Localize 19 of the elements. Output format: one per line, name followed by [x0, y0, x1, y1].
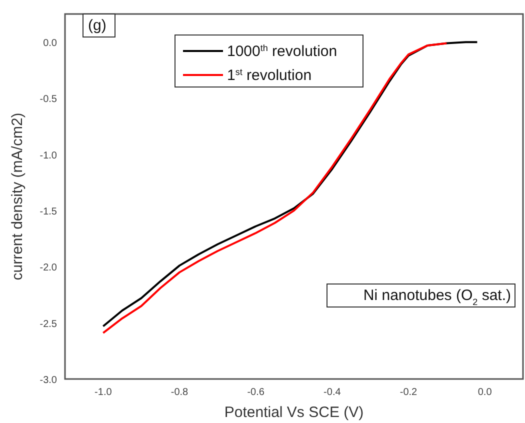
y-tick-label: -3.0: [40, 375, 58, 386]
annotation: Ni nanotubes (O$_{2}$ sat.): [363, 287, 511, 307]
y-tick-label: -2.5: [40, 318, 58, 330]
x-tick-label: -1.0: [94, 387, 112, 398]
legend-label: 1$^{st}$ revolution: [227, 67, 312, 84]
x-axis-title: Potential Vs SCE (V): [224, 404, 364, 421]
x-tick-label: -0.4: [324, 387, 342, 398]
y-tick-label: -1.0: [40, 150, 58, 162]
annotation: (g): [88, 17, 106, 34]
x-tick-label: -0.2: [400, 387, 418, 398]
x-tick-label: -0.6: [247, 387, 265, 398]
y-tick-label: -2.0: [40, 262, 58, 274]
x-tick-label: -0.8: [170, 387, 189, 398]
x-tick-label: 0.0: [478, 387, 492, 398]
y-tick-label: 0.0: [43, 38, 58, 50]
y-axis-title: current density (mA/cm2): [9, 112, 26, 280]
legend-label: 1000$^{th}$ revolution: [227, 43, 338, 60]
y-tick-label: -0.5: [40, 94, 58, 106]
y-tick-label: -1.5: [40, 206, 58, 218]
